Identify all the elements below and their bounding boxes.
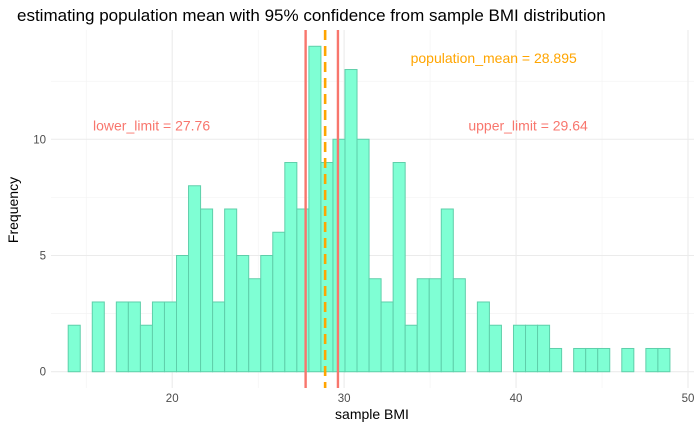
histogram-bar [573,347,587,373]
x-tick-label: 20 [166,393,179,405]
histogram-bar [115,301,129,373]
histogram-bar [200,208,214,373]
x-tick-label: 40 [510,393,523,405]
histogram-bar [356,138,370,373]
histogram-bar [260,254,274,373]
histogram-bar [344,69,358,373]
histogram-bar [404,324,418,373]
histogram-bar [188,185,202,373]
histogram-bar [645,347,659,373]
y-tick-label: 0 [40,367,46,379]
histogram-bar [151,301,165,373]
histogram-bar [368,278,382,373]
upper-limit-label: upper_limit = 29.64 [468,117,588,133]
x-axis-title: sample BMI [335,406,409,422]
y-axis-title: Frequency [5,177,21,243]
histogram-bar [163,301,178,373]
histogram-bar [296,208,310,373]
population-mean-label: population_mean = 28.895 [411,50,577,66]
histogram-bar [308,45,322,373]
chart-title: estimating population mean with 95% conf… [17,6,606,25]
histogram-bar [428,278,442,373]
y-tick-label: 5 [40,250,46,262]
lower-limit-label: lower_limit = 27.76 [93,117,210,133]
histogram-bar [224,208,238,373]
histogram-bar [585,347,599,373]
histogram-bar [549,347,563,373]
histogram-bar [488,324,502,373]
histogram-bar [452,278,466,373]
histogram-bar [272,231,286,373]
histogram-bar [537,324,551,373]
histogram-bar [248,278,262,373]
histogram-bar [392,162,406,373]
histogram-bar [139,324,153,373]
histogram-bar [416,278,430,373]
annotations: lower_limit = 27.76 upper_limit = 29.64 po… [93,50,588,133]
histogram-bar [212,301,226,373]
histogram-bar [320,162,334,373]
histogram-bar [67,324,81,373]
histogram-bar [91,301,105,373]
histogram-bar [236,254,250,373]
histogram-bar [440,208,454,373]
x-tick-label: 50 [682,393,695,405]
histogram-bar [284,162,298,373]
histogram-bar [657,347,671,373]
histogram-bar [127,301,141,373]
histogram-bar [380,301,394,373]
x-tick-label: 30 [338,393,351,405]
reference-lines [304,30,340,388]
histogram-bar [525,324,539,373]
histogram-bar [621,347,635,373]
y-tick-label: 10 [33,134,46,146]
histogram-bar [597,347,611,373]
histogram-bar [176,254,190,373]
histogram-bar [476,301,490,373]
histogram-bar [512,324,527,373]
histogram-bars [67,45,671,373]
tick-labels: 20 30 40 50 0 5 10 [33,134,694,405]
